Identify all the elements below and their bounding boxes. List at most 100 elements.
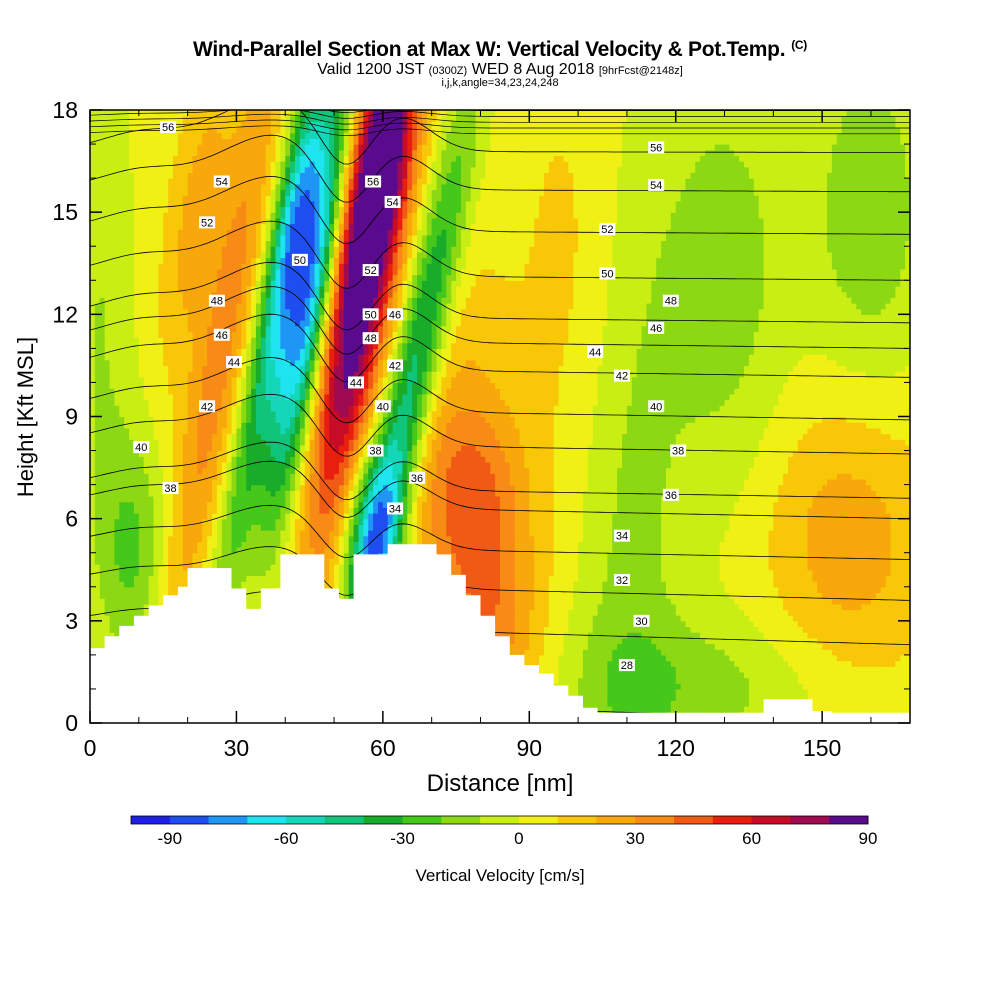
contour-label: 46 — [213, 328, 230, 342]
contour-label: 52 — [599, 223, 616, 236]
grid-info: i,j,k,angle=34,23,24,248 — [441, 77, 559, 89]
x-tick-label: 60 — [370, 735, 396, 761]
contour-label: 56 — [648, 141, 665, 154]
contour-label: 46 — [648, 321, 665, 335]
x-tick-label: 90 — [516, 735, 542, 761]
isentrope-upper — [90, 97, 910, 107]
valid-time: Valid 1200 JST — [317, 61, 425, 78]
contour-label: 40 — [374, 400, 391, 413]
contour-label: 30 — [633, 614, 650, 628]
contour-label: 38 — [162, 482, 179, 495]
chart-subtitle: Valid 1200 JST (0300Z) WED 8 Aug 2018 [9… — [0, 61, 1000, 79]
contour-label: 54 — [213, 175, 230, 189]
contour-label: 56 — [365, 175, 382, 189]
isentrope-upper — [90, 125, 910, 137]
colorbar-swatch — [363, 816, 404, 824]
y-tick-label: 9 — [65, 404, 78, 430]
contour-label: 38 — [670, 444, 687, 458]
x-tick-label: 150 — [803, 735, 841, 761]
colorbar-tick-label: 0 — [514, 829, 523, 848]
contour-label: 52 — [362, 264, 379, 277]
forecast-info: [9hrFcst@2148z] — [598, 65, 683, 77]
colorbar-swatch — [635, 816, 675, 824]
valid-date: WED 8 Aug 2018 — [471, 61, 595, 78]
colorbar-tick-label: -30 — [390, 829, 415, 848]
colorbar-swatch — [557, 816, 597, 824]
colorbar-tick-label: 60 — [742, 829, 761, 848]
isentrope-50 — [90, 220, 910, 289]
contour-label: 48 — [662, 294, 679, 308]
colorbar-swatch — [441, 816, 481, 824]
contour-label: 42 — [387, 359, 404, 372]
colorbar-swatch — [131, 816, 171, 824]
colorbar-swatch — [402, 816, 442, 824]
isentrope-upper — [90, 119, 910, 131]
isentrope-36 — [90, 460, 910, 520]
colorbar-swatch — [247, 816, 287, 824]
colorbar-swatch — [169, 816, 210, 824]
isentrope-42 — [90, 357, 910, 424]
contour-label: 54 — [648, 178, 665, 192]
terrain-mask — [90, 544, 910, 723]
isentrope-44 — [90, 313, 910, 383]
contour-label: 42 — [199, 400, 216, 413]
contour-label: 34 — [387, 502, 404, 515]
contour-label: 48 — [208, 294, 225, 308]
colorbar-swatch — [829, 816, 869, 824]
colorbar-swatch — [518, 816, 559, 824]
contour-label: 36 — [409, 471, 426, 485]
contour-label: 44 — [348, 376, 365, 389]
contour-label: 48 — [362, 332, 379, 345]
isentrope-48 — [90, 261, 910, 331]
contour-label: 36 — [662, 488, 679, 502]
y-tick-label: 12 — [52, 301, 78, 327]
contour-label: 50 — [291, 253, 308, 267]
isentrope-52 — [90, 176, 910, 244]
x-tick-label: 0 — [84, 735, 97, 761]
contour-label: 38 — [367, 444, 384, 458]
colorbar-swatch — [286, 816, 326, 824]
colorbar-tick-label: -90 — [158, 829, 183, 848]
isentrope-54 — [90, 134, 910, 203]
colorbar-label: Vertical Velocity [cm/s] — [415, 866, 584, 885]
contour-label: 56 — [160, 121, 177, 134]
y-tick-label: 18 — [52, 97, 78, 123]
colorbar-swatch — [751, 816, 791, 824]
contour-label: 44 — [587, 345, 604, 359]
y-tick-label: 15 — [52, 199, 78, 225]
y-tick-label: 3 — [65, 608, 78, 634]
contour-label: 42 — [614, 369, 631, 383]
colorbar-swatch — [480, 816, 520, 824]
contour-label: 50 — [362, 308, 379, 321]
colorbar-tick-label: -60 — [274, 829, 299, 848]
isentrope-40 — [90, 393, 910, 457]
contour-label: 40 — [648, 400, 665, 413]
contour-label: 46 — [387, 308, 404, 321]
contour-label: 32 — [614, 573, 631, 587]
colorbar-swatch — [712, 816, 753, 824]
y-axis-label: Height [Kft MSL] — [13, 337, 38, 497]
chart-title: Wind-Parallel Section at Max W: Vertical… — [0, 38, 1000, 62]
contour-label: 40 — [133, 441, 150, 454]
contour-label: 44 — [225, 356, 242, 369]
contour-label: 54 — [384, 195, 401, 209]
isentrope-upper — [90, 113, 910, 125]
contour-label: 50 — [599, 267, 616, 280]
colorbar-swatch — [790, 816, 830, 824]
contour-label: 28 — [618, 659, 635, 672]
isentrope-56 — [90, 110, 910, 165]
y-tick-label: 6 — [65, 506, 78, 532]
x-axis-label: Distance [nm] — [427, 770, 574, 797]
contour-label: 52 — [199, 216, 216, 229]
colorbar-swatch — [208, 816, 248, 824]
colorbar-swatch — [324, 816, 365, 824]
contour-label: 34 — [614, 529, 631, 543]
colorbar-swatch — [674, 816, 714, 824]
isentrope-46 — [90, 286, 910, 355]
isentrope-38 — [90, 441, 910, 501]
colorbar-swatch — [596, 816, 636, 824]
x-tick-label: 30 — [224, 735, 250, 761]
colorbar-tick-label: 90 — [859, 829, 878, 848]
